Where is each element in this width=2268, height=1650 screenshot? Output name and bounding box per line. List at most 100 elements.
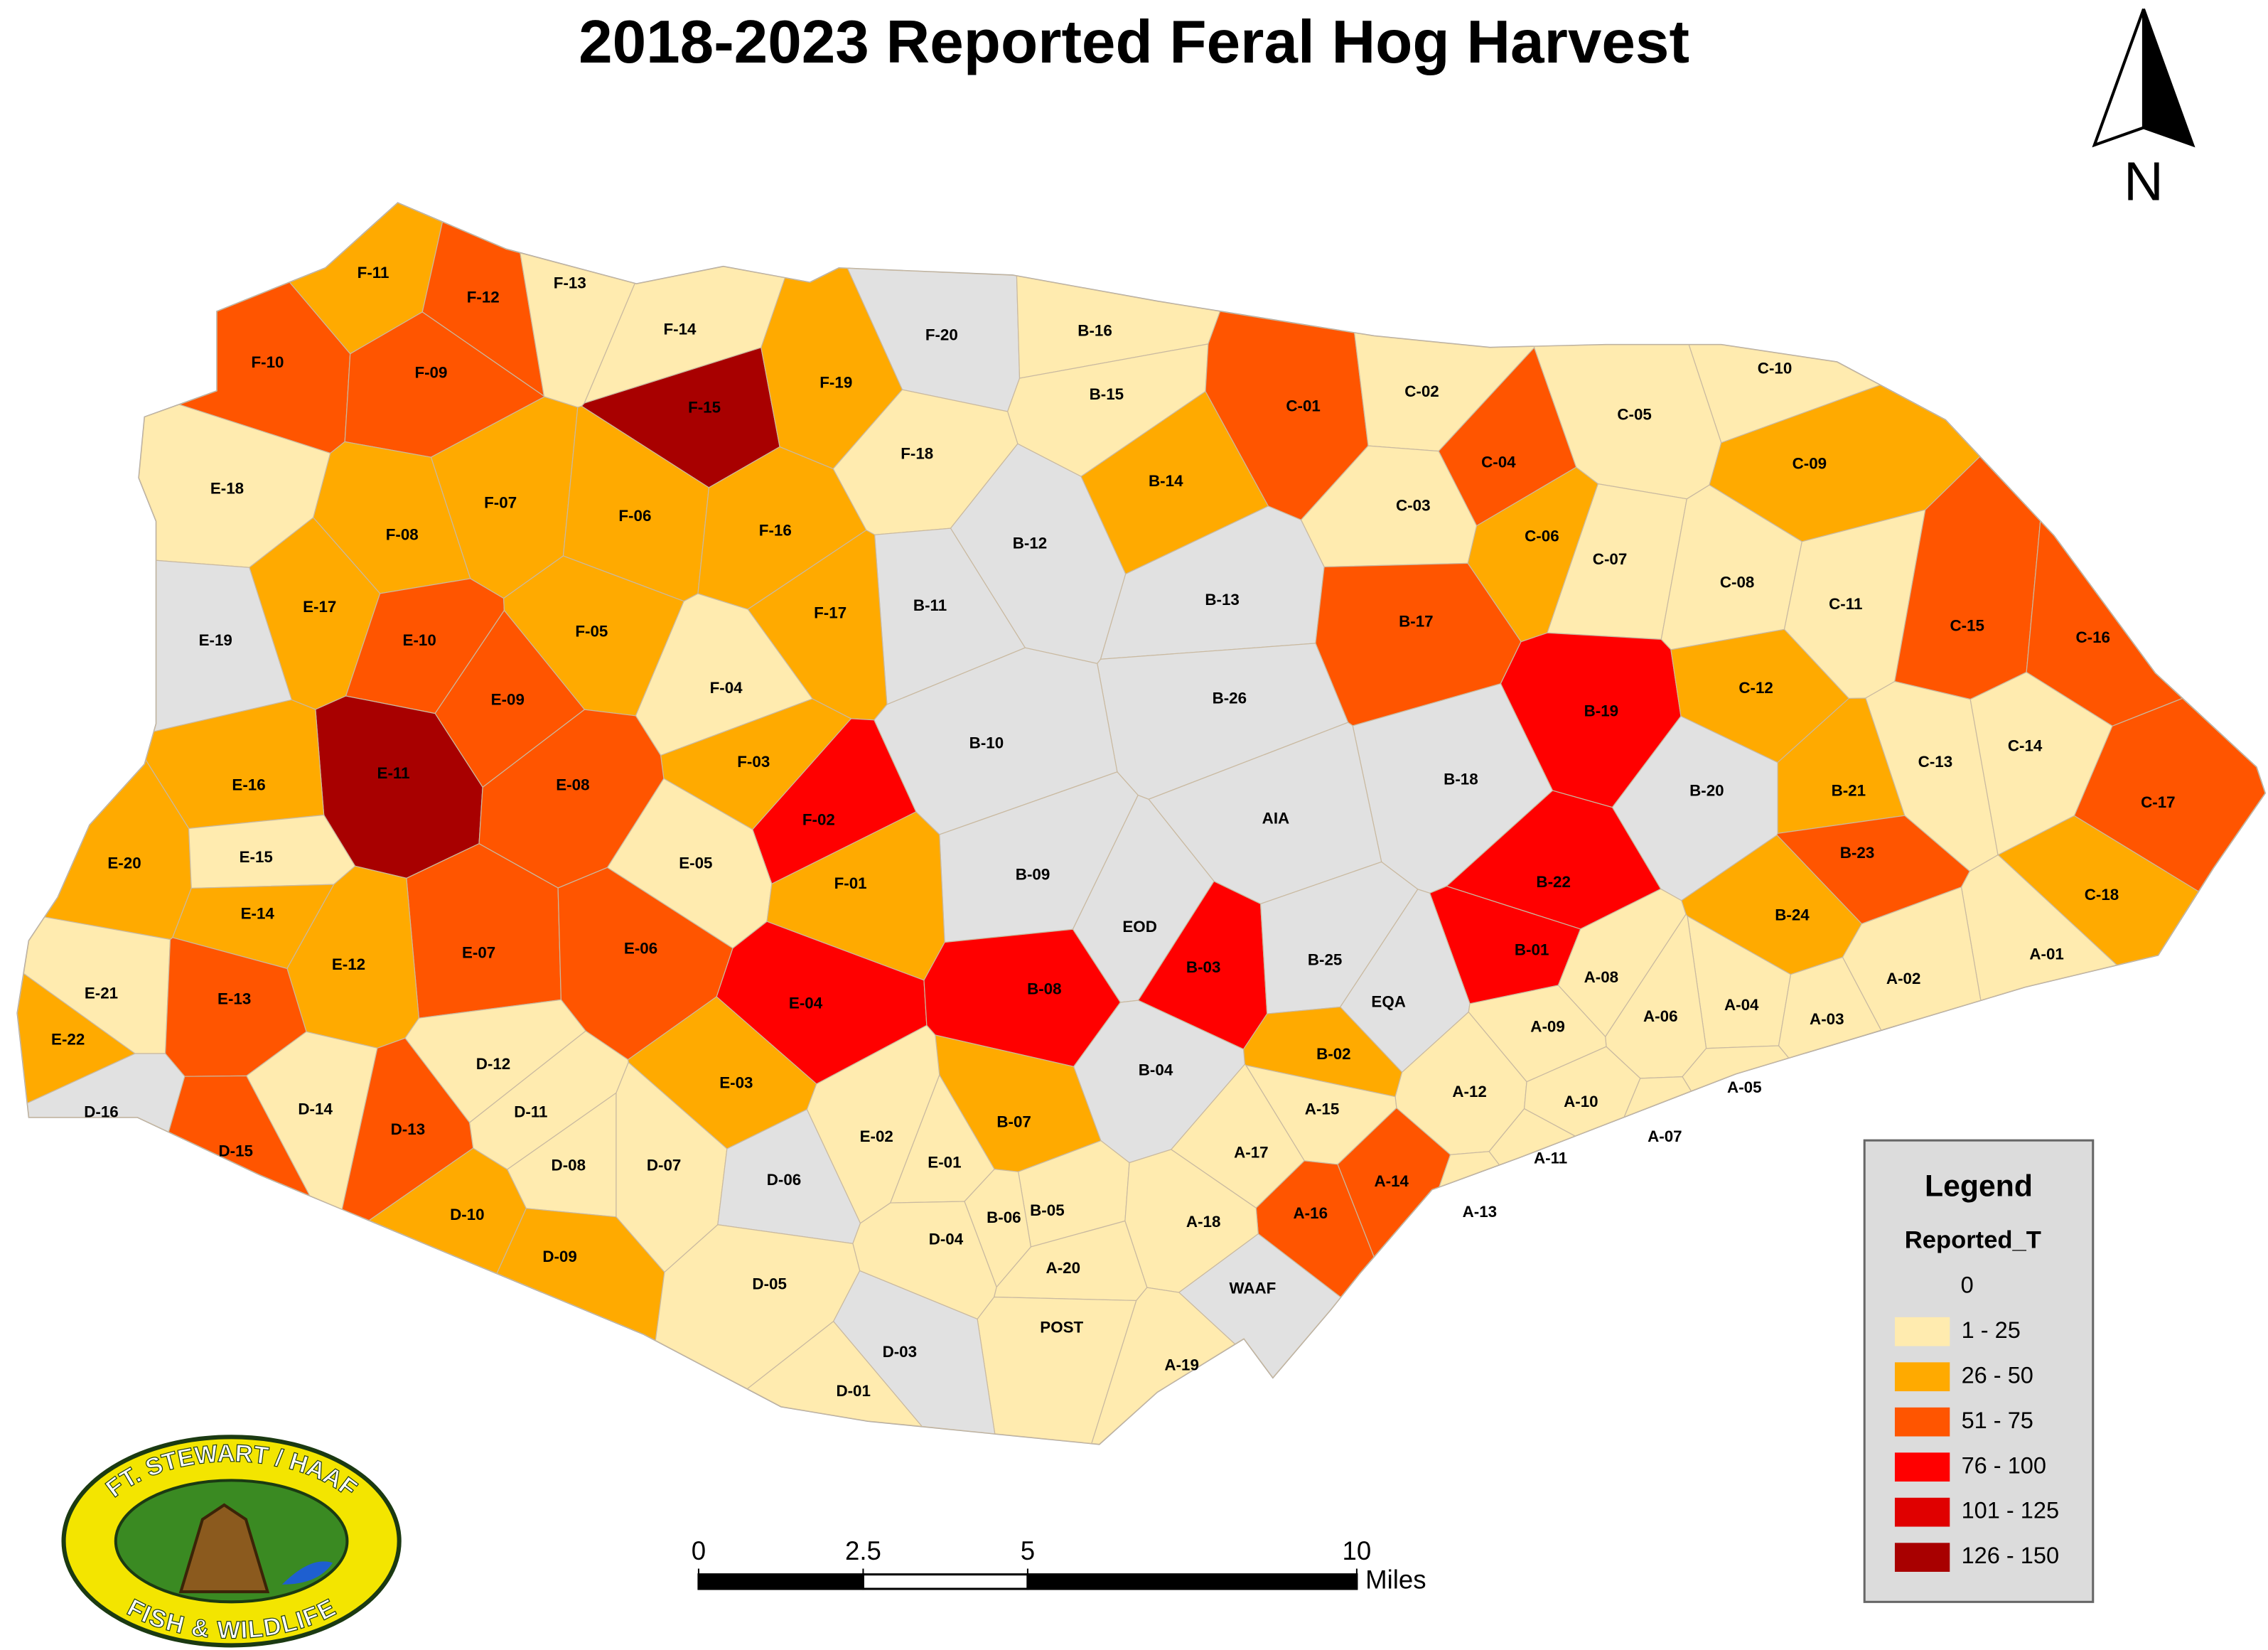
area-label: A-02 (1886, 970, 1921, 987)
area-label: B-26 (1213, 689, 1247, 707)
area-label: B-17 (1399, 612, 1434, 630)
area-label: F-08 (386, 525, 419, 543)
area-label: F-06 (618, 507, 651, 525)
area-label: F-19 (819, 374, 852, 392)
legend-swatch (1894, 1362, 1950, 1392)
area (1842, 886, 1982, 1031)
area-label: F-11 (358, 264, 389, 282)
area-labels: F-11 F-12 F-13 F-14 F-20 F-10 F-09 F-15 F-19 B-16… (51, 264, 2176, 1400)
legend-label: 0 (1961, 1272, 1974, 1297)
north-arrow: N (2092, 9, 2196, 212)
area-label: E-14 (241, 905, 275, 923)
legend-label: 1 - 25 (1962, 1317, 2021, 1343)
legend-label: 26 - 50 (1962, 1362, 2033, 1388)
area-label: D-01 (836, 1382, 871, 1400)
area-label: E-06 (624, 939, 657, 957)
area-label: B-08 (1027, 980, 1062, 997)
area-label: C-18 (2085, 886, 2119, 904)
area-label: A-01 (2029, 945, 2064, 963)
area-label: A-11 (1534, 1150, 1567, 1167)
area-label: C-06 (1525, 527, 1559, 545)
area-label: A-18 (1186, 1213, 1221, 1231)
area-label: B-20 (1689, 782, 1724, 800)
area-label: A-08 (1584, 968, 1619, 986)
area-label: F-01 (834, 874, 867, 892)
area-label: B-11 (913, 596, 947, 614)
legend-swatch (1894, 1497, 1950, 1527)
area-label: EOD (1122, 918, 1157, 936)
area-label: E-02 (860, 1127, 893, 1145)
north-arrow-right (2141, 9, 2196, 148)
area-label: D-12 (476, 1055, 511, 1073)
area-label: E-01 (928, 1154, 961, 1172)
area-label: E-20 (107, 854, 141, 872)
area-label: B-10 (969, 734, 1004, 751)
area-label: A-15 (1305, 1100, 1340, 1118)
area-label: E-22 (51, 1031, 85, 1049)
area-label: WAAF (1229, 1280, 1276, 1297)
area-label: D-14 (298, 1100, 333, 1118)
area-label: D-10 (450, 1206, 485, 1223)
area-label: B-09 (1016, 866, 1050, 884)
area-label: B-15 (1090, 385, 1124, 403)
area-label: A-10 (1564, 1093, 1598, 1110)
area (2073, 697, 2266, 892)
area-label: F-13 (554, 274, 586, 291)
area-label: C-04 (1481, 454, 1516, 471)
area-label: A-06 (1643, 1007, 1678, 1025)
area-label: B-02 (1316, 1045, 1351, 1063)
area-label: B-14 (1149, 472, 1183, 490)
area-label: F-05 (575, 623, 608, 641)
area-label: C-15 (1950, 617, 1984, 635)
legend-swatch (1894, 1407, 1950, 1437)
area-label: E-03 (719, 1074, 753, 1092)
area-label: C-11 (1829, 595, 1862, 613)
scale-unit: Miles (1365, 1565, 1426, 1595)
areas (16, 202, 2267, 1445)
area-label: B-22 (1536, 873, 1571, 891)
area-label: F-04 (710, 679, 743, 697)
area-label: B-23 (1840, 844, 1875, 862)
area-label: F-03 (737, 753, 770, 771)
area-label: POST (1040, 1319, 1083, 1336)
area-label: A-04 (1724, 996, 1759, 1014)
area-label: E-12 (332, 955, 365, 973)
area-label: F-12 (467, 289, 500, 306)
area-label: D-13 (391, 1120, 426, 1138)
area (1178, 1233, 1342, 1378)
area-label: D-16 (84, 1103, 119, 1120)
area-label: F-07 (484, 494, 517, 512)
area-label: C-05 (1617, 405, 1652, 423)
area (1091, 1287, 1236, 1445)
area-label: F-17 (814, 604, 847, 621)
legend-swatch (1894, 1452, 1950, 1482)
area-label: EQA (1371, 993, 1406, 1011)
area-label: D-04 (929, 1230, 964, 1248)
area-label: B-05 (1030, 1201, 1065, 1219)
area-label: D-06 (767, 1171, 802, 1189)
area-label: E-08 (556, 776, 589, 793)
area (26, 1053, 186, 1133)
area-label: A-05 (1727, 1078, 1762, 1096)
area-label: C-01 (1286, 397, 1321, 414)
area-label: F-18 (901, 444, 933, 462)
area-label: C-02 (1404, 382, 1439, 400)
area-label: C-07 (1593, 550, 1628, 568)
area-label: A-19 (1164, 1356, 1199, 1374)
legend-label: 76 - 100 (1962, 1452, 2046, 1478)
area-label: A-13 (1463, 1203, 1498, 1221)
north-label: N (2124, 151, 2164, 212)
scale-label: 2.5 (845, 1536, 881, 1565)
area-label: F-10 (251, 353, 284, 371)
area-label: C-12 (1738, 679, 1773, 697)
area-label: E-07 (462, 944, 495, 962)
area-label: B-18 (1444, 770, 1478, 788)
area-label: A-14 (1374, 1172, 1409, 1190)
area (1623, 1076, 1692, 1118)
area-label: D-15 (218, 1142, 253, 1159)
area-label: E-17 (303, 598, 336, 616)
area (1778, 956, 1882, 1059)
area (746, 1320, 923, 1427)
